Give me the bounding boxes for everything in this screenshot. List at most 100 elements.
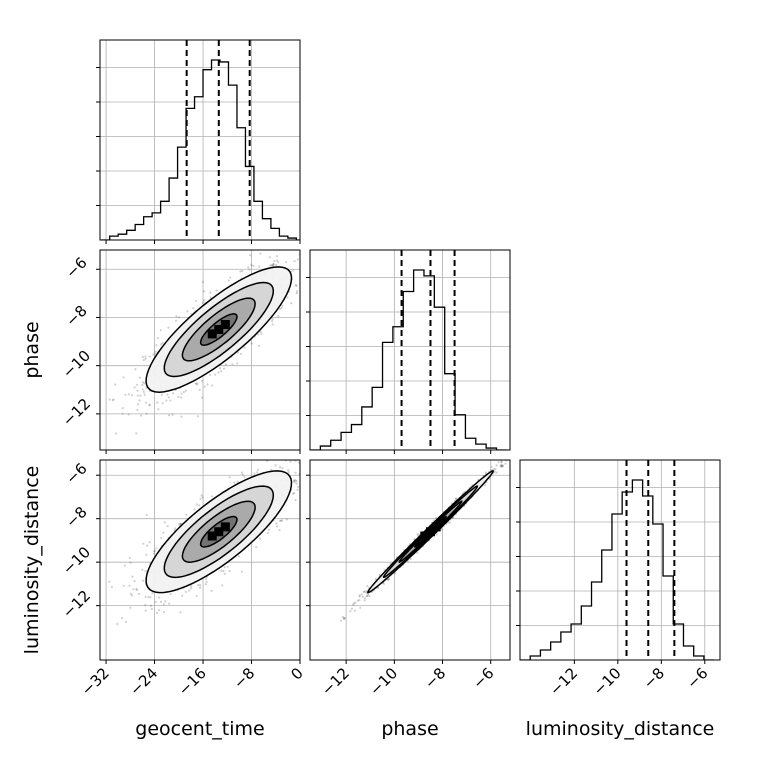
scatter-point xyxy=(272,264,275,267)
scatter-point xyxy=(155,611,159,615)
scatter-point xyxy=(252,264,255,267)
scatter-point xyxy=(454,497,458,500)
scatter-point xyxy=(239,270,242,273)
axes-frame xyxy=(99,39,301,241)
scatter-point xyxy=(511,453,513,455)
scatter-point xyxy=(114,432,118,435)
scatter-point xyxy=(342,617,346,620)
scatter-point xyxy=(209,291,212,294)
scatter-point xyxy=(338,468,340,470)
scatter-point xyxy=(163,521,166,524)
density-layer xyxy=(108,454,340,626)
scatter-point xyxy=(295,482,298,485)
scatter-point xyxy=(159,536,163,540)
scatter-point xyxy=(386,578,390,582)
scatter-point xyxy=(142,358,145,362)
scatter-point xyxy=(303,260,305,262)
x-tick-label: −32 xyxy=(78,664,113,699)
scatter-point xyxy=(184,590,187,593)
x-tick-label: −12 xyxy=(546,664,581,699)
scatter-point xyxy=(271,318,274,321)
y-tick-label: −12 xyxy=(59,395,94,430)
scatter-point xyxy=(164,600,167,603)
scatter-point xyxy=(201,380,204,383)
y-tick-label: −10 xyxy=(59,543,94,578)
scatter-point xyxy=(135,432,138,435)
scatter-point xyxy=(259,537,262,540)
scatter-point xyxy=(365,589,368,593)
x-tick-label: −8 xyxy=(230,664,258,692)
scatter-point xyxy=(332,233,334,235)
scatter-point xyxy=(309,456,311,458)
scatter-point xyxy=(154,601,157,604)
scatter-point xyxy=(196,415,200,418)
scatter-point xyxy=(349,610,352,613)
scatter-point xyxy=(249,254,252,257)
x-tick-label: −6 xyxy=(469,664,497,692)
scatter-point xyxy=(166,525,169,528)
scatter-point xyxy=(270,319,274,323)
scatter-point xyxy=(275,259,279,262)
scatter-point xyxy=(147,595,150,599)
scatter-point xyxy=(359,606,362,609)
scatter-point xyxy=(250,342,253,345)
scatter-point xyxy=(91,397,93,399)
scatter-point xyxy=(292,245,294,247)
scatter-point xyxy=(173,527,177,530)
scatter-point xyxy=(141,383,144,387)
scatter-point xyxy=(313,239,315,241)
scatter-point xyxy=(214,373,217,376)
scatter-point xyxy=(136,394,139,397)
density-peak xyxy=(220,320,230,330)
scatter-point xyxy=(304,454,306,456)
x-axis-label-geocent-time: geocent_time xyxy=(135,718,264,740)
scatter-point xyxy=(435,533,438,536)
scatter-point xyxy=(171,413,174,416)
scatter-point xyxy=(510,454,512,456)
scatter-point xyxy=(293,491,296,495)
scatter-point xyxy=(221,584,224,587)
scatter-point xyxy=(162,531,165,534)
scatter-point xyxy=(136,408,139,412)
scatter-point xyxy=(303,274,305,276)
scatter-point xyxy=(223,572,226,575)
scatter-point xyxy=(114,383,117,386)
scatter-point xyxy=(500,464,503,468)
scatter-point xyxy=(143,393,146,396)
x-tick-label: 0 xyxy=(287,664,306,683)
scatter-point xyxy=(495,464,498,467)
scatter-point xyxy=(394,572,397,575)
scatter-point xyxy=(455,497,458,500)
scatter-point xyxy=(231,363,234,366)
scatter-point xyxy=(180,396,183,399)
scatter-point xyxy=(236,362,239,365)
x-tick-label: −8 xyxy=(421,664,449,692)
x-tick-label: −6 xyxy=(683,664,711,692)
histogram-luminosity_distance xyxy=(520,479,715,660)
scatter-point xyxy=(342,617,346,620)
scatter-point xyxy=(188,589,191,592)
x-axis-label-luminosity-distance: luminosity_distance xyxy=(526,718,715,740)
scatter-point xyxy=(203,385,206,388)
scatter-point xyxy=(203,299,206,302)
histogram-phase xyxy=(310,269,507,450)
scatter-point xyxy=(195,382,198,385)
scatter-point xyxy=(275,525,279,528)
y-tick-label: −6 xyxy=(62,459,90,487)
scatter-point xyxy=(294,458,296,460)
scatter-point xyxy=(167,414,171,417)
scatter-point xyxy=(248,268,251,271)
panel-phase-luminosity-distance: −12 −10 −8 −6 xyxy=(306,453,513,699)
scatter-point xyxy=(129,561,132,564)
scatter-point xyxy=(160,393,163,396)
scatter-point xyxy=(290,302,293,305)
scatter-point xyxy=(353,602,356,605)
density-peak xyxy=(207,531,217,541)
scatter-point xyxy=(500,463,503,466)
scatter-point xyxy=(210,589,213,592)
scatter-point xyxy=(158,596,161,599)
scatter-point xyxy=(200,494,203,497)
scatter-point xyxy=(278,529,281,532)
scatter-point xyxy=(145,386,148,389)
density-peak xyxy=(420,531,430,541)
